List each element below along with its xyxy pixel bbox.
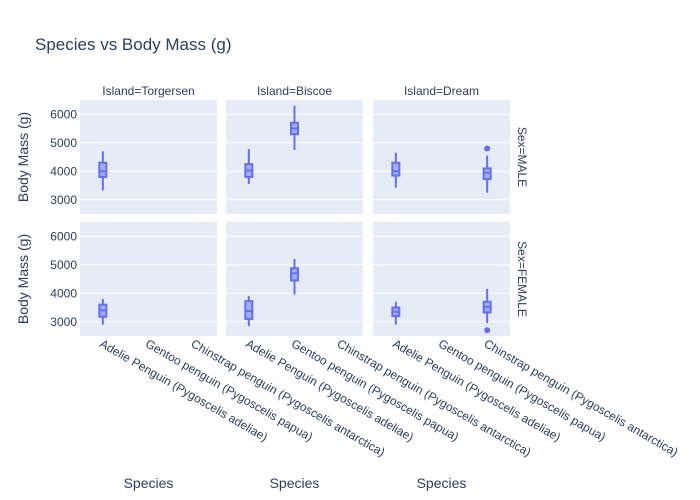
row-facet-label: Sex=FEMALE bbox=[515, 241, 529, 317]
x-axis-title: Species bbox=[270, 475, 320, 491]
box-mark[interactable] bbox=[482, 145, 492, 193]
box-iqr bbox=[391, 161, 401, 177]
box-mark[interactable] bbox=[244, 296, 254, 327]
box-iqr bbox=[244, 300, 254, 320]
row-facet-label: Sex=MALE bbox=[515, 127, 529, 187]
y-tick-label: 4000 bbox=[50, 164, 77, 178]
box-iqr bbox=[290, 267, 299, 282]
box-mark[interactable] bbox=[98, 298, 108, 325]
y-tick-label: 3000 bbox=[50, 315, 77, 329]
y-tick-label: 5000 bbox=[50, 258, 77, 272]
outlier-point[interactable] bbox=[484, 145, 491, 152]
y-tick-label: 5000 bbox=[50, 136, 77, 150]
y-tick-label: 6000 bbox=[50, 107, 77, 121]
box-iqr bbox=[482, 167, 492, 181]
outlier-point[interactable] bbox=[484, 327, 491, 334]
marks-layer bbox=[98, 105, 492, 334]
y-tick-label: 6000 bbox=[50, 229, 77, 243]
box-mark[interactable] bbox=[391, 301, 401, 325]
facet-panel bbox=[373, 100, 510, 214]
facet-panel bbox=[373, 222, 510, 336]
y-tick-label: 4000 bbox=[50, 286, 77, 300]
chart-title: Species vs Body Mass (g) bbox=[35, 35, 232, 54]
box-mark[interactable] bbox=[482, 288, 492, 334]
box-mark[interactable] bbox=[290, 105, 299, 150]
column-facet-label: Island=Dream bbox=[404, 84, 479, 98]
y-tick-label: 3000 bbox=[50, 193, 77, 207]
facet-panel bbox=[80, 222, 217, 336]
column-facet-label: Island=Torgersen bbox=[102, 84, 194, 98]
box-mark[interactable] bbox=[391, 152, 401, 188]
box-iqr bbox=[98, 161, 108, 178]
box-mark[interactable] bbox=[290, 259, 299, 295]
column-facet-label: Island=Biscoe bbox=[257, 84, 332, 98]
x-axis-title: Species bbox=[417, 475, 467, 491]
x-axis-title: Species bbox=[124, 475, 174, 491]
facet-panel bbox=[80, 100, 217, 214]
box-mark[interactable] bbox=[98, 151, 108, 191]
y-axis-title: Body Mass (g) bbox=[15, 234, 31, 324]
box-mark[interactable] bbox=[244, 149, 254, 185]
y-axis-title: Body Mass (g) bbox=[15, 112, 31, 202]
